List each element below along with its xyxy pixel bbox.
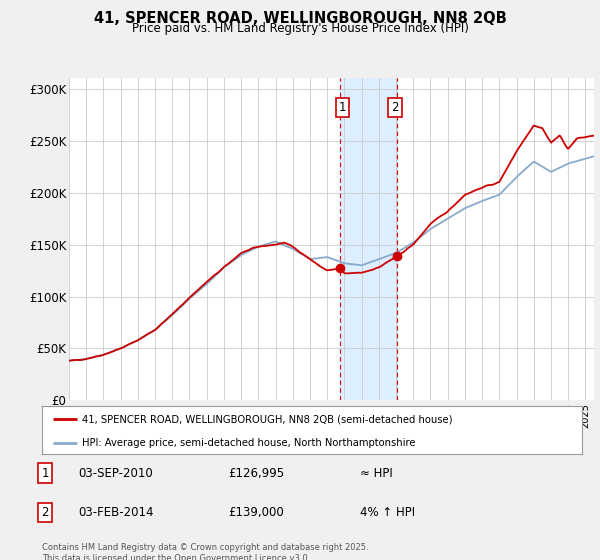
Text: 41, SPENCER ROAD, WELLINGBOROUGH, NN8 2QB: 41, SPENCER ROAD, WELLINGBOROUGH, NN8 2Q…: [94, 11, 506, 26]
Text: 41, SPENCER ROAD, WELLINGBOROUGH, NN8 2QB (semi-detached house): 41, SPENCER ROAD, WELLINGBOROUGH, NN8 2Q…: [83, 414, 453, 424]
Bar: [340, 78, 397, 400]
Text: 2: 2: [391, 101, 398, 114]
Text: 03-SEP-2010: 03-SEP-2010: [78, 466, 153, 480]
Text: 2: 2: [41, 506, 49, 519]
Text: 03-FEB-2014: 03-FEB-2014: [78, 506, 154, 519]
Text: 1: 1: [339, 101, 346, 114]
Text: 4% ↑ HPI: 4% ↑ HPI: [360, 506, 415, 519]
Text: HPI: Average price, semi-detached house, North Northamptonshire: HPI: Average price, semi-detached house,…: [83, 438, 416, 448]
Text: Contains HM Land Registry data © Crown copyright and database right 2025.
This d: Contains HM Land Registry data © Crown c…: [42, 543, 368, 560]
Text: Price paid vs. HM Land Registry's House Price Index (HPI): Price paid vs. HM Land Registry's House …: [131, 22, 469, 35]
Text: 1: 1: [41, 466, 49, 480]
Text: ≈ HPI: ≈ HPI: [360, 466, 393, 480]
Text: £139,000: £139,000: [228, 506, 284, 519]
Text: £126,995: £126,995: [228, 466, 284, 480]
